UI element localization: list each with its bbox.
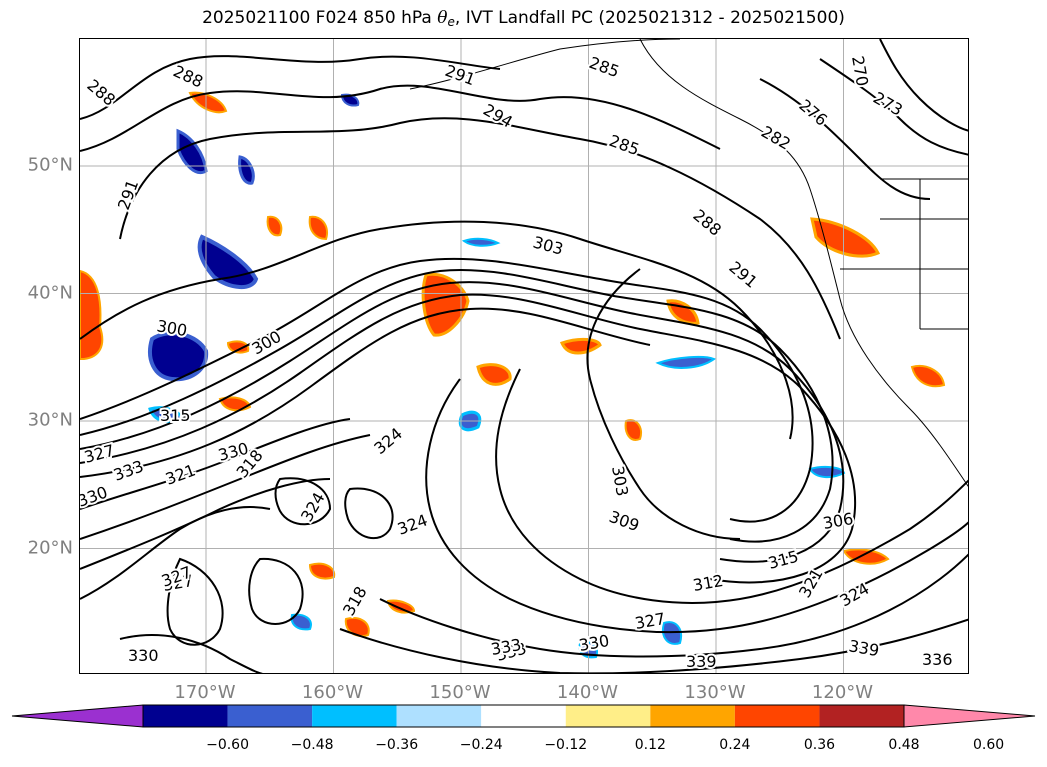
contour-label: 306 (821, 509, 854, 533)
colorbar-tick: 0.48 (888, 737, 920, 753)
latitude-label: 20°N (27, 537, 73, 558)
contour-label: 327 (633, 609, 666, 633)
colorbar-segment (650, 705, 735, 727)
title-theta-subscript: e (447, 15, 455, 29)
contour-label: 318 (339, 583, 371, 619)
colorbar-tick: −0.48 (290, 737, 334, 753)
longitude-label: 140°W (556, 682, 619, 703)
colorbar-tick: 0.24 (719, 737, 751, 753)
contour-label: 330 (80, 482, 110, 510)
map-panel: 288 288 291 291 285 294 285 288 270 276 273 282 291 3… (79, 38, 969, 674)
lat-lon-grid (80, 39, 968, 673)
colorbar-tick: −0.24 (459, 737, 503, 753)
coastlines (409, 39, 968, 487)
colorbar-segment (565, 705, 651, 727)
contour-label: 288 (170, 61, 206, 91)
theta-e-contours (80, 39, 968, 673)
longitude-label: 160°W (301, 682, 364, 703)
contour-label: 324 (370, 424, 406, 458)
colorbar-segment (143, 705, 228, 727)
contour-label: 333 (111, 456, 146, 484)
contour-label: 288 (689, 206, 725, 240)
title-suffix: , IVT Landfall PC (2025021312 - 20250215… (454, 8, 845, 28)
contour-label: 339 (847, 636, 880, 660)
title-prefix: 2025021100 F024 850 hPa (202, 8, 438, 28)
contour-label: 309 (607, 507, 642, 535)
map-title: 2025021100 F024 850 hPa θe, IVT Landfall… (0, 8, 1047, 29)
colorbar-outline (142, 704, 905, 728)
latitude-label: 50°N (27, 154, 73, 176)
longitude-label: 150°W (429, 682, 491, 703)
contour-label: 270 (848, 54, 872, 87)
ivt-shading (80, 91, 946, 659)
contour-label: 321 (163, 460, 198, 488)
colorbar-extend-max (903, 704, 1036, 728)
contour-label: 288 (83, 76, 119, 110)
contour-label: 336 (922, 650, 953, 669)
contour-label: 315 (160, 406, 191, 425)
colorbar-segment (819, 705, 904, 727)
contour-label: 312 (691, 571, 724, 595)
contour-label: 324 (395, 510, 430, 538)
colorbar-segment (734, 705, 820, 727)
latitude-label: 40°N (27, 282, 73, 303)
contour-label: 291 (725, 258, 761, 292)
colorbar-segment (396, 705, 482, 727)
contour-label: 285 (607, 131, 642, 159)
longitude-label: 130°W (684, 682, 746, 703)
contour-label: 294 (480, 100, 516, 132)
contour-label: 291 (114, 177, 142, 212)
contour-label: 282 (758, 122, 794, 154)
colorbar-segment (312, 705, 397, 727)
colorbar-tick: −0.60 (206, 737, 249, 753)
colorbar-tick: 0.60 (972, 737, 1005, 753)
contour-label: 339 (686, 652, 717, 671)
colorbar-tick: −0.36 (375, 737, 419, 753)
contour-label: 273 (870, 88, 906, 120)
contour-label: 303 (608, 464, 632, 497)
contour-label: 321 (795, 565, 827, 601)
colorbar-segment (227, 705, 313, 727)
contour-label: 315 (766, 547, 800, 573)
contour-label: 330 (128, 646, 159, 665)
colorbar-tick: 0.12 (634, 737, 666, 753)
colorbar-segment (481, 705, 566, 727)
colorbar-extend-min (11, 704, 144, 728)
contour-label: 324 (297, 489, 329, 525)
contour-label: 327 (82, 441, 116, 467)
title-theta: θ (437, 8, 448, 28)
latitude-label: 30°N (27, 409, 73, 431)
contour-label: 300 (249, 327, 285, 359)
contour-label: 285 (587, 53, 622, 81)
longitude-label: 170°W (174, 682, 236, 703)
contour-label: 330 (577, 631, 610, 655)
colorbar (11, 704, 1036, 728)
longitude-label: 120°W (811, 682, 874, 703)
contour-label: 303 (531, 233, 565, 259)
colorbar-tick: 0.36 (803, 737, 836, 753)
colorbar-tick: −0.12 (544, 737, 588, 753)
